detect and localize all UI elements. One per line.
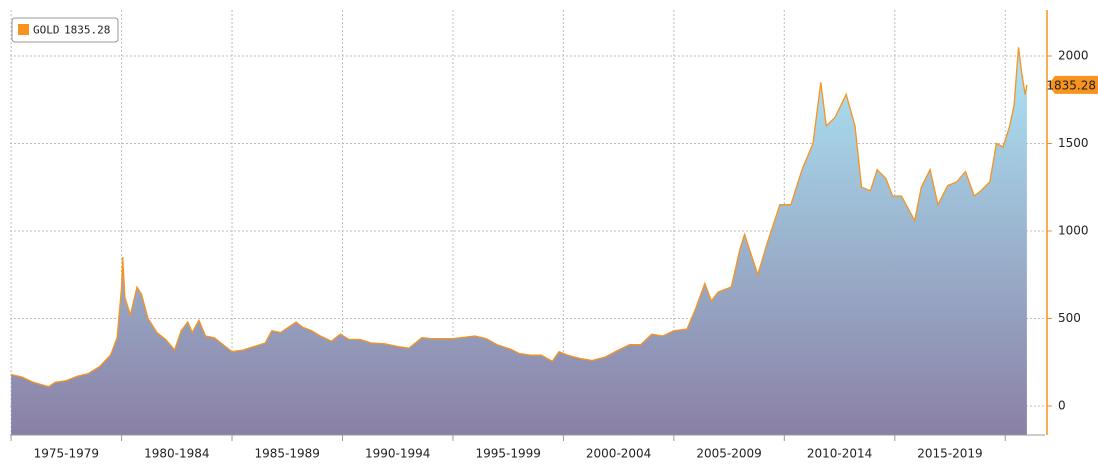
y-tick-label: 500 (1058, 311, 1081, 325)
legend-swatch (18, 24, 29, 35)
line (10, 47, 1028, 388)
x-tick-label: 2015-2019 (917, 447, 982, 461)
legend: GOLD 1835.28 (11, 17, 119, 43)
legend-label: GOLD (33, 24, 60, 37)
tag-shape (1048, 75, 1098, 94)
tag-label: 1835.28 (1046, 78, 1096, 92)
area (11, 47, 1027, 436)
x-tick-label: 2010-2014 (807, 447, 872, 461)
legend-value: 1835.28 (64, 24, 110, 37)
x-tick-label: 1985-1989 (255, 447, 320, 461)
x-tick-label: 1990-1994 (365, 447, 430, 461)
x-tick-label: 1980-1984 (144, 447, 209, 461)
x-tick-label: 1995-1999 (475, 447, 540, 461)
last-value-tag: 1835.28 (1046, 75, 1098, 94)
x-tick-label: 2000-2004 (586, 447, 651, 461)
y-tick-label: 2000 (1058, 49, 1089, 63)
y-tick-label: 0 (1058, 398, 1066, 412)
x-tick-label: 1975-1979 (34, 447, 99, 461)
y-tick-label: 1000 (1058, 223, 1089, 237)
y-tick-label: 1500 (1058, 136, 1089, 150)
x-tick-label: 2005-2009 (696, 447, 761, 461)
axes: 0 500 1000 1500 2000 1975-1979 1980-1984 1985-1… (10, 10, 1089, 461)
legend-box (11, 17, 119, 43)
